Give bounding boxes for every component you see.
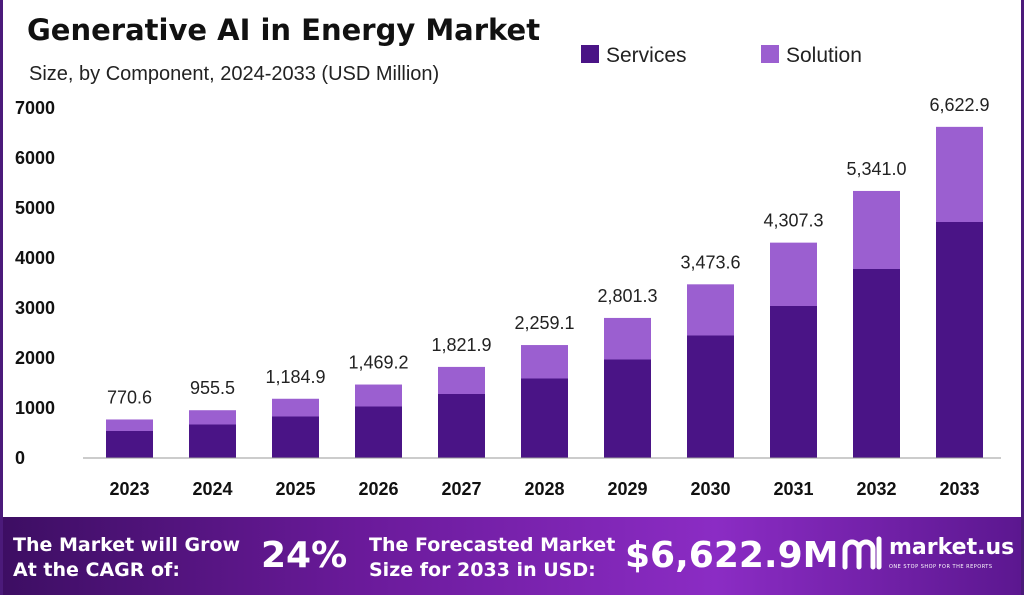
bar-services-2027 bbox=[438, 394, 485, 458]
x-tick-label: 2032 bbox=[856, 479, 896, 499]
brand-tagline: ONE STOP SHOP FOR THE REPORTS bbox=[889, 564, 993, 570]
bar-solution-2029 bbox=[604, 317, 651, 360]
y-tick-label: 2000 bbox=[15, 348, 55, 368]
x-tick-label: 2026 bbox=[358, 479, 398, 499]
bar-services-2023 bbox=[106, 431, 153, 458]
cagr-label-line1: The Market will Grow bbox=[13, 534, 241, 556]
y-tick-label: 1000 bbox=[15, 398, 55, 418]
x-axis: 2023 2024 2025 2026 2027 2028 2029 2030 2031 2032… bbox=[109, 479, 979, 499]
y-tick-label: 0 bbox=[15, 448, 25, 468]
cagr-label-line2: At the CAGR of: bbox=[13, 559, 180, 581]
total-label: 1,184.9 bbox=[265, 367, 325, 387]
total-label: 4,307.3 bbox=[763, 211, 823, 231]
bar-solution-2026 bbox=[355, 384, 402, 407]
bar-solution-2023 bbox=[106, 419, 153, 431]
y-tick-label: 6000 bbox=[15, 148, 55, 168]
bar-services-2029 bbox=[604, 359, 651, 458]
y-tick-label: 3000 bbox=[15, 298, 55, 318]
x-tick-label: 2024 bbox=[192, 479, 232, 499]
bar-solution-2032 bbox=[853, 190, 900, 269]
x-tick-label: 2027 bbox=[441, 479, 481, 499]
bar-services-2031 bbox=[770, 306, 817, 458]
y-tick-label: 7000 bbox=[15, 98, 55, 118]
chart-subtitle: Size, by Component, 2024-2033 (USD Milli… bbox=[29, 63, 439, 85]
x-tick-label: 2033 bbox=[939, 479, 979, 499]
x-tick-label: 2028 bbox=[524, 479, 564, 499]
bar-services-2028 bbox=[521, 378, 568, 458]
footer-banner: The Market will Grow At the CAGR of: 24%… bbox=[3, 517, 1021, 595]
bar-solution-2024 bbox=[189, 410, 236, 425]
total-label: 2,259.1 bbox=[514, 313, 574, 333]
bar-solution-2028 bbox=[521, 345, 568, 379]
data-labels: 770.6 955.5 1,184.9 1,469.2 1,821.9 2,259.1 2,… bbox=[107, 95, 990, 408]
bar-solution-2033 bbox=[936, 126, 983, 222]
chart-title: Generative AI in Energy Market bbox=[27, 13, 540, 47]
bar-services-2033 bbox=[936, 222, 983, 458]
bar-services-2030 bbox=[687, 335, 734, 458]
bar-solution-2025 bbox=[272, 398, 319, 417]
x-tick-label: 2023 bbox=[109, 479, 149, 499]
cagr-value: 24% bbox=[261, 535, 348, 576]
total-label: 5,341.0 bbox=[846, 159, 906, 179]
forecast-label-line1: The Forecasted Market bbox=[369, 534, 616, 556]
legend-swatch-services bbox=[581, 45, 599, 63]
y-axis: 0 1000 2000 3000 4000 5000 6000 7000 bbox=[15, 98, 55, 468]
total-label: 2,801.3 bbox=[597, 286, 657, 306]
legend-label-solution: Solution bbox=[786, 44, 862, 67]
x-tick-label: 2025 bbox=[275, 479, 315, 499]
bar-services-2024 bbox=[189, 424, 236, 458]
bar-solution-2031 bbox=[770, 242, 817, 306]
x-tick-label: 2029 bbox=[607, 479, 647, 499]
legend-swatch-solution bbox=[761, 45, 779, 63]
y-tick-label: 4000 bbox=[15, 248, 55, 268]
bar-services-2026 bbox=[355, 406, 402, 458]
x-tick-label: 2031 bbox=[773, 479, 813, 499]
x-tick-label: 2030 bbox=[690, 479, 730, 499]
total-label: 770.6 bbox=[107, 387, 152, 407]
legend-label-services: Services bbox=[606, 44, 687, 67]
total-label: 1,821.9 bbox=[431, 335, 491, 355]
total-label: 3,473.6 bbox=[680, 252, 740, 272]
stacked-bar-chart: Generative AI in Energy Market Size, by … bbox=[15, 13, 1001, 499]
bar-services-2025 bbox=[272, 416, 319, 458]
forecast-value: $6,622.9M bbox=[625, 535, 839, 576]
bar-solution-2027 bbox=[438, 366, 485, 394]
bar-solution-2030 bbox=[687, 284, 734, 336]
y-tick-label: 5000 bbox=[15, 198, 55, 218]
market-us-logo-icon bbox=[842, 536, 882, 570]
bars-group bbox=[106, 126, 983, 458]
total-label: 1,469.2 bbox=[348, 353, 408, 373]
chart-legend: Services Solution bbox=[581, 44, 862, 67]
total-label: 6,622.9 bbox=[929, 95, 989, 115]
total-label: 955.5 bbox=[190, 378, 235, 398]
brand-logo: market.us ONE STOP SHOP FOR THE REPORTS bbox=[841, 531, 1021, 581]
bar-services-2032 bbox=[853, 269, 900, 458]
brand-name: market.us bbox=[889, 535, 1015, 560]
forecast-label-line2: Size for 2033 in USD: bbox=[369, 559, 596, 581]
